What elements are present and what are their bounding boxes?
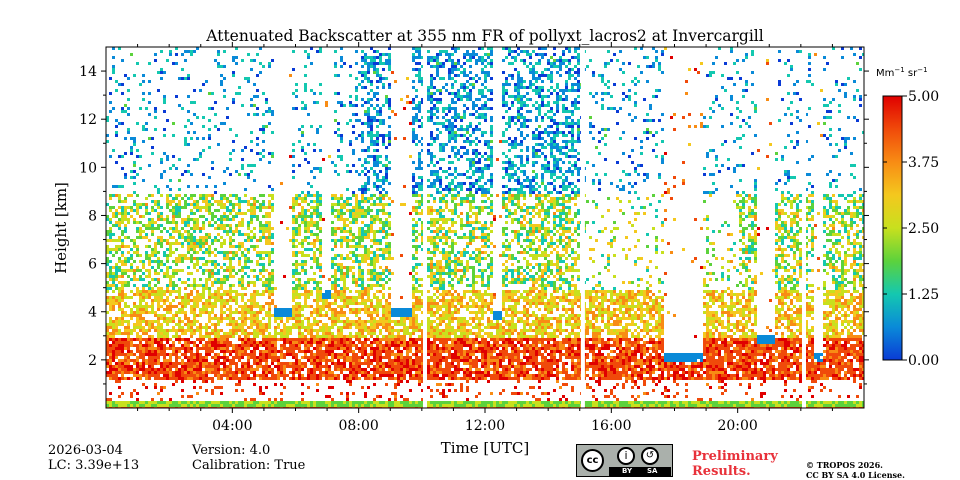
footer-date: 2026-03-04 (48, 443, 123, 458)
footer-version-block: Version: 4.0 Calibration: True (192, 443, 305, 473)
data-gaps (422, 47, 806, 408)
data-gap (422, 47, 427, 408)
y-axis: 2 4 6 8 10 12 14 (79, 64, 869, 385)
y-tick-label: 6 (88, 257, 97, 273)
sa-icon: ↺ (641, 447, 659, 465)
colorbar-unit: Mm−1 sr−1 (876, 66, 928, 79)
colorbar-tick-label: 5.00 (908, 89, 939, 105)
y-axis-label: Height [km] (52, 182, 70, 274)
colorbar: 0.00 1.25 2.50 3.75 5.00 Mm−1 sr−1 (876, 66, 939, 369)
copyright-note: © TROPOS 2026. CC BY SA 4.0 License. (806, 460, 905, 480)
y-tick-label: 14 (79, 64, 97, 80)
x-tick-label: 12:00 (465, 418, 505, 434)
preliminary-note: Preliminary Results. (692, 449, 778, 479)
y-tick-label: 2 (88, 353, 97, 369)
heatmap-plot (106, 47, 864, 408)
colorbar-tick-label: 2.50 (908, 221, 939, 237)
chart-title: Attenuated Backscatter at 355 nm FR of p… (205, 27, 763, 45)
footer-lc: LC: 3.39e+13 (48, 458, 140, 473)
x-tick-label: 04:00 (212, 418, 252, 434)
x-tick-label: 20:00 (717, 418, 757, 434)
colorbar-tick-label: 0.00 (908, 353, 939, 369)
footer-version: Version: 4.0 (192, 443, 271, 458)
copyright-line2: CC BY SA 4.0 License. (806, 470, 905, 480)
cc-license-badge: cc i ↺ BY SA (576, 444, 673, 477)
y-tick-label: 8 (88, 208, 97, 224)
preliminary-line1: Preliminary (692, 449, 778, 464)
x-axis: 04:00 08:00 12:00 16:00 20:00 (137, 42, 833, 434)
colorbar-ticks: 0.00 1.25 2.50 3.75 5.00 (883, 89, 939, 369)
x-tick-label: 16:00 (591, 418, 631, 434)
copyright-line1: © TROPOS 2026. (806, 460, 883, 470)
footer-calibration: Calibration: True (192, 458, 306, 473)
colorbar-tick-label: 3.75 (908, 155, 939, 171)
by-sa-strip: BY SA (609, 467, 671, 476)
data-gap (801, 47, 806, 408)
x-tick-label: 08:00 (338, 418, 378, 434)
data-gap (580, 47, 585, 408)
y-tick-label: 12 (79, 112, 97, 128)
footer-date-block: 2026-03-04 LC: 3.39e+13 (48, 443, 139, 473)
cc-icon: cc (581, 449, 604, 472)
x-axis-label: Time [UTC] (441, 439, 530, 457)
colorbar-tick-label: 1.25 (908, 287, 939, 303)
by-icon: i (617, 447, 635, 465)
y-tick-label: 10 (79, 160, 97, 176)
preliminary-line2: Results. (692, 464, 751, 479)
y-tick-label: 4 (88, 305, 97, 321)
